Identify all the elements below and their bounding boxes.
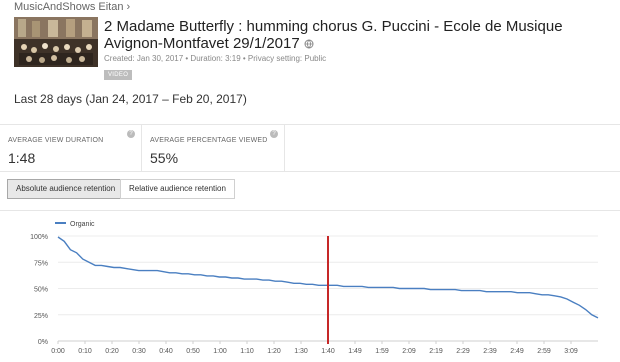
video-title-text[interactable]: 2 Madame Butterfly : humming chorus G. P…: [104, 18, 563, 52]
breadcrumb-channel[interactable]: MusicAndShows Eitan: [14, 1, 124, 13]
x-tick-label: 1:40: [321, 348, 335, 355]
chevron-right-icon: ›: [126, 1, 131, 13]
y-tick-label: 25%: [34, 313, 48, 320]
x-tick-label: 0:20: [105, 348, 119, 355]
x-tick-label: 1:20: [267, 348, 281, 355]
help-icon[interactable]: ?: [270, 130, 278, 138]
x-tick-label: 1:49: [348, 348, 362, 355]
help-icon[interactable]: ?: [127, 130, 135, 138]
x-tick-label: 0:40: [159, 348, 173, 355]
y-tick-label: 50%: [34, 287, 48, 294]
public-globe-icon: [304, 39, 314, 49]
x-tick-label: 1:30: [294, 348, 308, 355]
date-range: Last 28 days (Jan 24, 2017 – Feb 20, 201…: [14, 92, 247, 106]
absolute-retention-button[interactable]: Absolute audience retention: [7, 179, 125, 199]
x-tick-label: 2:59: [537, 348, 551, 355]
video-thumbnail[interactable]: [14, 17, 98, 67]
x-tick-label: 0:10: [78, 348, 92, 355]
metric-value: 1:48: [8, 150, 36, 166]
metric-value: 55%: [150, 150, 179, 166]
breadcrumb[interactable]: MusicAndShows Eitan ›: [14, 1, 130, 13]
x-tick-label: 1:10: [240, 348, 254, 355]
x-tick-label: 0:30: [132, 348, 146, 355]
y-tick-label: 0%: [38, 339, 48, 346]
concert-hall-thumbnail-image: [14, 17, 98, 67]
video-type-badge: VIDEO: [104, 70, 133, 80]
x-tick-label: 0:00: [51, 348, 65, 355]
relative-retention-button[interactable]: Relative audience retention: [120, 179, 235, 199]
video-meta: Created: Jan 30, 2017 • Duration: 3:19 •…: [104, 54, 327, 63]
metric-label: AVERAGE VIEW DURATION: [8, 137, 104, 144]
x-tick-label: 2:39: [483, 348, 497, 355]
metric-label: AVERAGE PERCENTAGE VIEWED: [150, 137, 268, 144]
x-tick-label: 1:59: [375, 348, 389, 355]
x-tick-label: 2:09: [402, 348, 416, 355]
metrics-bar: AVERAGE VIEW DURATION 1:48 ? AVERAGE PER…: [0, 124, 620, 172]
x-tick-label: 1:00: [213, 348, 227, 355]
x-tick-label: 2:49: [510, 348, 524, 355]
metric-average-percentage-viewed: AVERAGE PERCENTAGE VIEWED 55% ?: [142, 125, 285, 172]
metric-average-view-duration: AVERAGE VIEW DURATION 1:48 ?: [0, 125, 142, 172]
retention-chart-svg: 100% 75% 50% 25% 0%0:00 0:10 0:20 0:30 0:40 0:50 1…: [30, 221, 599, 355]
video-title[interactable]: 2 Madame Butterfly : humming chorus G. P…: [104, 18, 614, 52]
y-tick-label: 100%: [30, 234, 48, 241]
y-tick-label: 75%: [34, 260, 48, 267]
x-tick-label: 0:50: [186, 348, 200, 355]
x-tick-label: 2:19: [429, 348, 443, 355]
x-tick-label: 3:09: [564, 348, 578, 355]
x-tick-label: 2:29: [456, 348, 470, 355]
legend-label: Organic: [70, 221, 95, 228]
retention-chart: 100% 75% 50% 25% 0% 0:00 0:10 0:20 0:30 0:40 0:50 1…: [0, 210, 620, 362]
